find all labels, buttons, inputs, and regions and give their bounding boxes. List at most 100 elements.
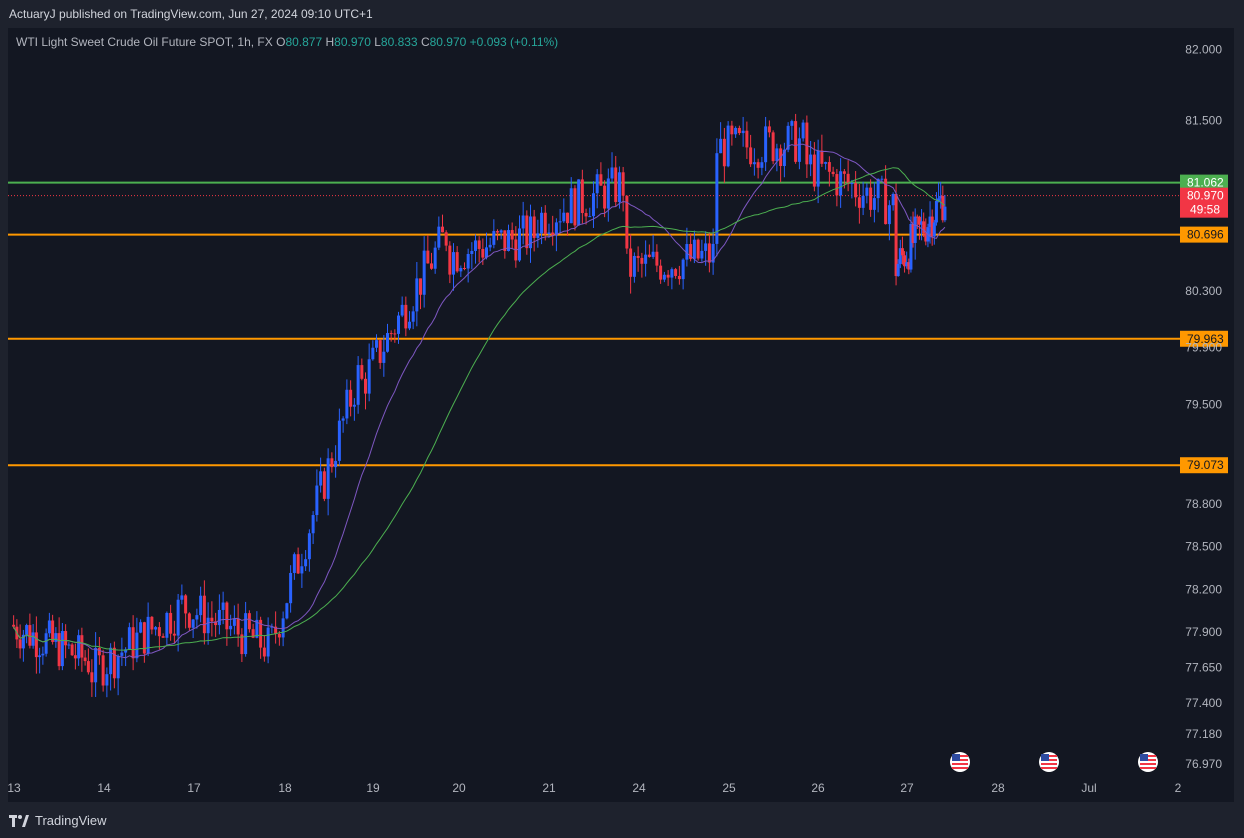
candle-body [135,632,139,659]
candle-body [924,233,928,242]
x-tick-label: 24 [632,781,646,795]
candle-body [51,620,55,642]
y-tick-label: 76.970 [1185,757,1222,771]
candle-body [131,627,135,659]
flag-canton [952,754,960,761]
candle-body [529,216,532,249]
candle-body [352,404,356,407]
candle-body [771,132,775,162]
candle-body [920,221,924,225]
candle-body [584,213,588,217]
candle-body [419,278,422,295]
candle-body [422,250,426,295]
flag-canton [1140,754,1148,761]
candle-body [169,612,173,634]
candle-body [681,259,685,280]
candle-body [31,632,35,646]
candle-body [210,617,214,622]
candle-body [876,178,880,199]
candle-body [588,216,592,218]
high-label: H [325,35,335,49]
candle-body [101,655,105,686]
tradingview-brand: TradingView [35,813,107,828]
candle-body [80,635,84,658]
x-tick-label: 28 [991,781,1005,795]
us-flag-icon [950,752,970,772]
candle-body [865,187,869,196]
open-label: O [276,35,286,49]
y-tick-label: 78.500 [1185,540,1222,554]
candle-body [83,657,87,662]
candle-body [525,215,529,249]
chart-panel[interactable] [8,28,1234,802]
candle-body [25,625,29,635]
candle-body [704,243,708,251]
candle-body [510,230,514,240]
candle-body [915,216,919,218]
candle-body [116,655,120,679]
candle-body [86,661,90,673]
candle-body [775,148,779,162]
candle-body [943,206,947,221]
candle-body [532,216,536,238]
y-tick-label: 77.180 [1185,727,1222,741]
candle-body [259,619,263,648]
flag-stripe [1041,767,1057,769]
candle-body [651,251,655,257]
candle-body [577,179,581,226]
candle-body [737,127,741,134]
level-label: 80.696 [1187,228,1224,242]
candle-body [566,212,570,224]
candle-body [734,127,738,135]
candle-body [146,616,150,654]
candle-body [617,172,621,203]
y-tick-label: 79.500 [1185,398,1222,412]
candle-body [326,458,330,499]
candle-body [319,471,323,486]
candle-body [745,130,749,148]
candle-body [281,618,285,638]
candle-body [393,333,397,335]
candle-body [397,315,400,334]
candle-body [330,458,334,468]
candle-body [900,248,904,256]
candle-body [805,122,809,165]
candle-body [18,639,22,649]
candle-body [229,625,233,630]
candle-body [543,212,547,234]
candle-body [540,212,544,234]
candle-body [292,554,296,573]
candle-body [184,595,188,614]
candle-body [861,195,865,208]
candle-body [677,275,681,280]
candle-body [518,228,521,261]
candle-body [28,625,32,646]
candle-body [846,173,850,185]
candle-body [382,351,386,363]
candle-body [240,634,244,655]
candle-body [270,626,274,628]
candle-body [251,629,255,638]
candle-body [386,333,389,352]
candle-body [752,162,756,165]
candle-body [614,167,618,203]
candle-body [244,613,248,655]
candle-body [232,618,236,626]
candle-body [311,515,315,534]
candle-body [928,216,932,228]
candle-body [831,171,835,175]
candle-body [854,183,858,198]
tradingview-logo[interactable]: TradingView [9,813,107,828]
candle-body [73,655,77,659]
candle-body [255,619,259,638]
candle-body [496,231,499,233]
candle-body [685,244,689,260]
candle-body [375,340,378,348]
candle-body [521,215,525,229]
candle-body [378,340,382,363]
candle-body [441,226,444,233]
candle-body [790,121,794,126]
candle-body [636,255,640,258]
candle-body [70,644,74,656]
